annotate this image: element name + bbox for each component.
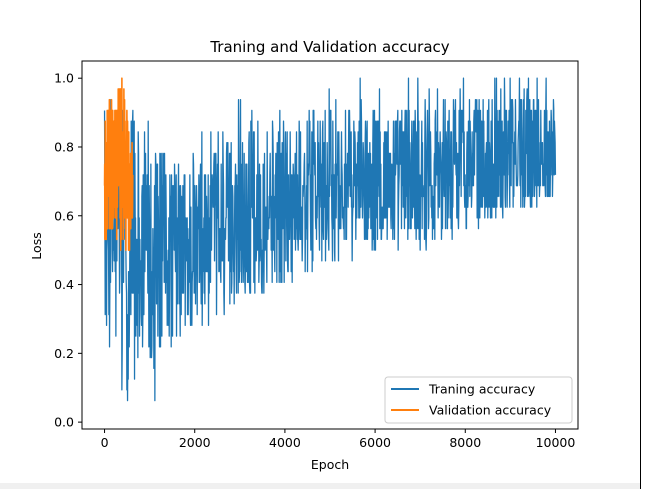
y-tick-label: 0.8	[54, 139, 74, 154]
y-axis-label: Loss	[29, 232, 44, 259]
x-axis: 0 2000 4000 6000 8000 10000	[101, 429, 576, 450]
series-layer	[103, 77, 557, 402]
legend-label-training: Traning accuracy	[428, 382, 536, 397]
y-tick-label: 0.2	[54, 346, 74, 361]
y-tick-label: 0.6	[54, 208, 74, 223]
series-line-training	[103, 77, 557, 402]
x-tick-label: 4000	[269, 435, 301, 450]
x-tick-label: 6000	[359, 435, 391, 450]
x-tick-label: 10000	[536, 435, 576, 450]
plot-area	[81, 60, 579, 430]
series-line-validation	[103, 77, 134, 251]
x-axis-label: Epoch	[311, 457, 349, 472]
chart-title: Traning and Validation accuracy	[209, 38, 449, 56]
y-tick-label: 0.4	[54, 277, 74, 292]
plot-frame	[81, 60, 579, 430]
y-tick-label: 1.0	[54, 71, 74, 86]
window-bottom-strip	[0, 483, 645, 489]
y-tick-label: 0.0	[54, 415, 74, 430]
x-tick-label: 2000	[179, 435, 211, 450]
y-axis: 0.0 0.2 0.4 0.6 0.8 1.0	[54, 71, 82, 430]
legend-box	[384, 376, 573, 424]
legend: Traning accuracy Validation accuracy	[384, 376, 573, 424]
legend-label-validation: Validation accuracy	[429, 403, 552, 418]
x-tick-label: 0	[101, 435, 109, 450]
x-tick-label: 8000	[449, 435, 481, 450]
window-right-edge	[640, 0, 645, 489]
